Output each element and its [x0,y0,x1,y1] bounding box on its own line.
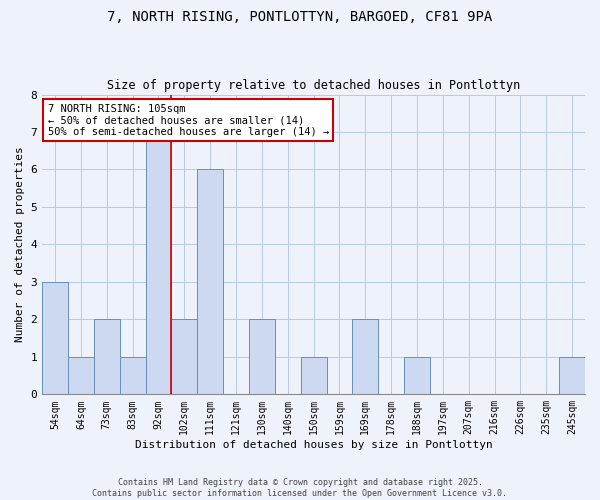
Y-axis label: Number of detached properties: Number of detached properties [15,146,25,342]
Bar [404,357,430,395]
Bar [249,320,275,394]
Title: Size of property relative to detached houses in Pontlottyn: Size of property relative to detached ho… [107,79,520,92]
Bar [68,357,94,395]
Text: 7 NORTH RISING: 105sqm
← 50% of detached houses are smaller (14)
50% of semi-det: 7 NORTH RISING: 105sqm ← 50% of detached… [47,104,329,136]
Text: 7, NORTH RISING, PONTLOTTYN, BARGOED, CF81 9PA: 7, NORTH RISING, PONTLOTTYN, BARGOED, CF… [107,10,493,24]
Bar [146,132,172,394]
Bar [559,357,585,395]
Bar [352,320,378,394]
Bar [94,320,120,394]
Text: Contains HM Land Registry data © Crown copyright and database right 2025.
Contai: Contains HM Land Registry data © Crown c… [92,478,508,498]
Bar [120,357,146,395]
Bar [42,282,68,395]
Bar [197,170,223,394]
X-axis label: Distribution of detached houses by size in Pontlottyn: Distribution of detached houses by size … [135,440,493,450]
Bar [172,320,197,394]
Bar [301,357,326,395]
